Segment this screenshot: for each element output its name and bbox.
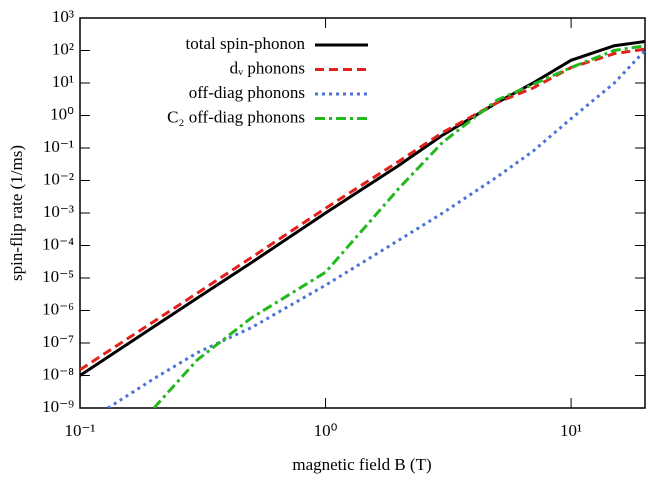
series-line <box>107 49 645 408</box>
x-tick-label: 10⁻¹ <box>64 421 95 440</box>
y-tick-label: 10⁻¹ <box>43 137 74 156</box>
y-tick-label: 10⁻⁹ <box>42 397 74 416</box>
y-tick-label: 10³ <box>52 7 74 26</box>
legend-label: dᵥ phonons <box>230 58 305 77</box>
y-tick-label: 10⁻⁶ <box>42 299 74 318</box>
y-tick-label: 10⁻⁵ <box>42 267 74 286</box>
legend-label: C₂ off-diag phonons <box>167 107 305 126</box>
series-line <box>152 44 645 408</box>
plot-frame <box>79 17 646 409</box>
y-tick-label: 10⁻⁷ <box>42 332 74 351</box>
y-tick-label: 10⁻⁴ <box>42 234 74 253</box>
x-tick-label: 10¹ <box>560 421 582 440</box>
y-tick-label: 10⁻⁸ <box>42 364 74 383</box>
x-tick-label: 10⁰ <box>314 421 338 440</box>
series-line <box>80 39 645 377</box>
y-tick-label: 10¹ <box>52 72 74 91</box>
y-tick-label: 10² <box>52 39 74 58</box>
legend-label: off-diag phonons <box>189 83 305 102</box>
legend-label: total spin-phonon <box>186 34 306 53</box>
y-tick-label: 10⁻³ <box>43 202 74 221</box>
y-tick-label: 10⁻² <box>43 169 74 188</box>
x-axis-label: magnetic field B (T) <box>292 455 431 474</box>
y-tick-label: 10⁰ <box>50 104 74 123</box>
y-axis-label: spin-flip rate (1/ms) <box>7 145 26 281</box>
series-line <box>80 47 645 372</box>
plot-area <box>80 39 645 408</box>
